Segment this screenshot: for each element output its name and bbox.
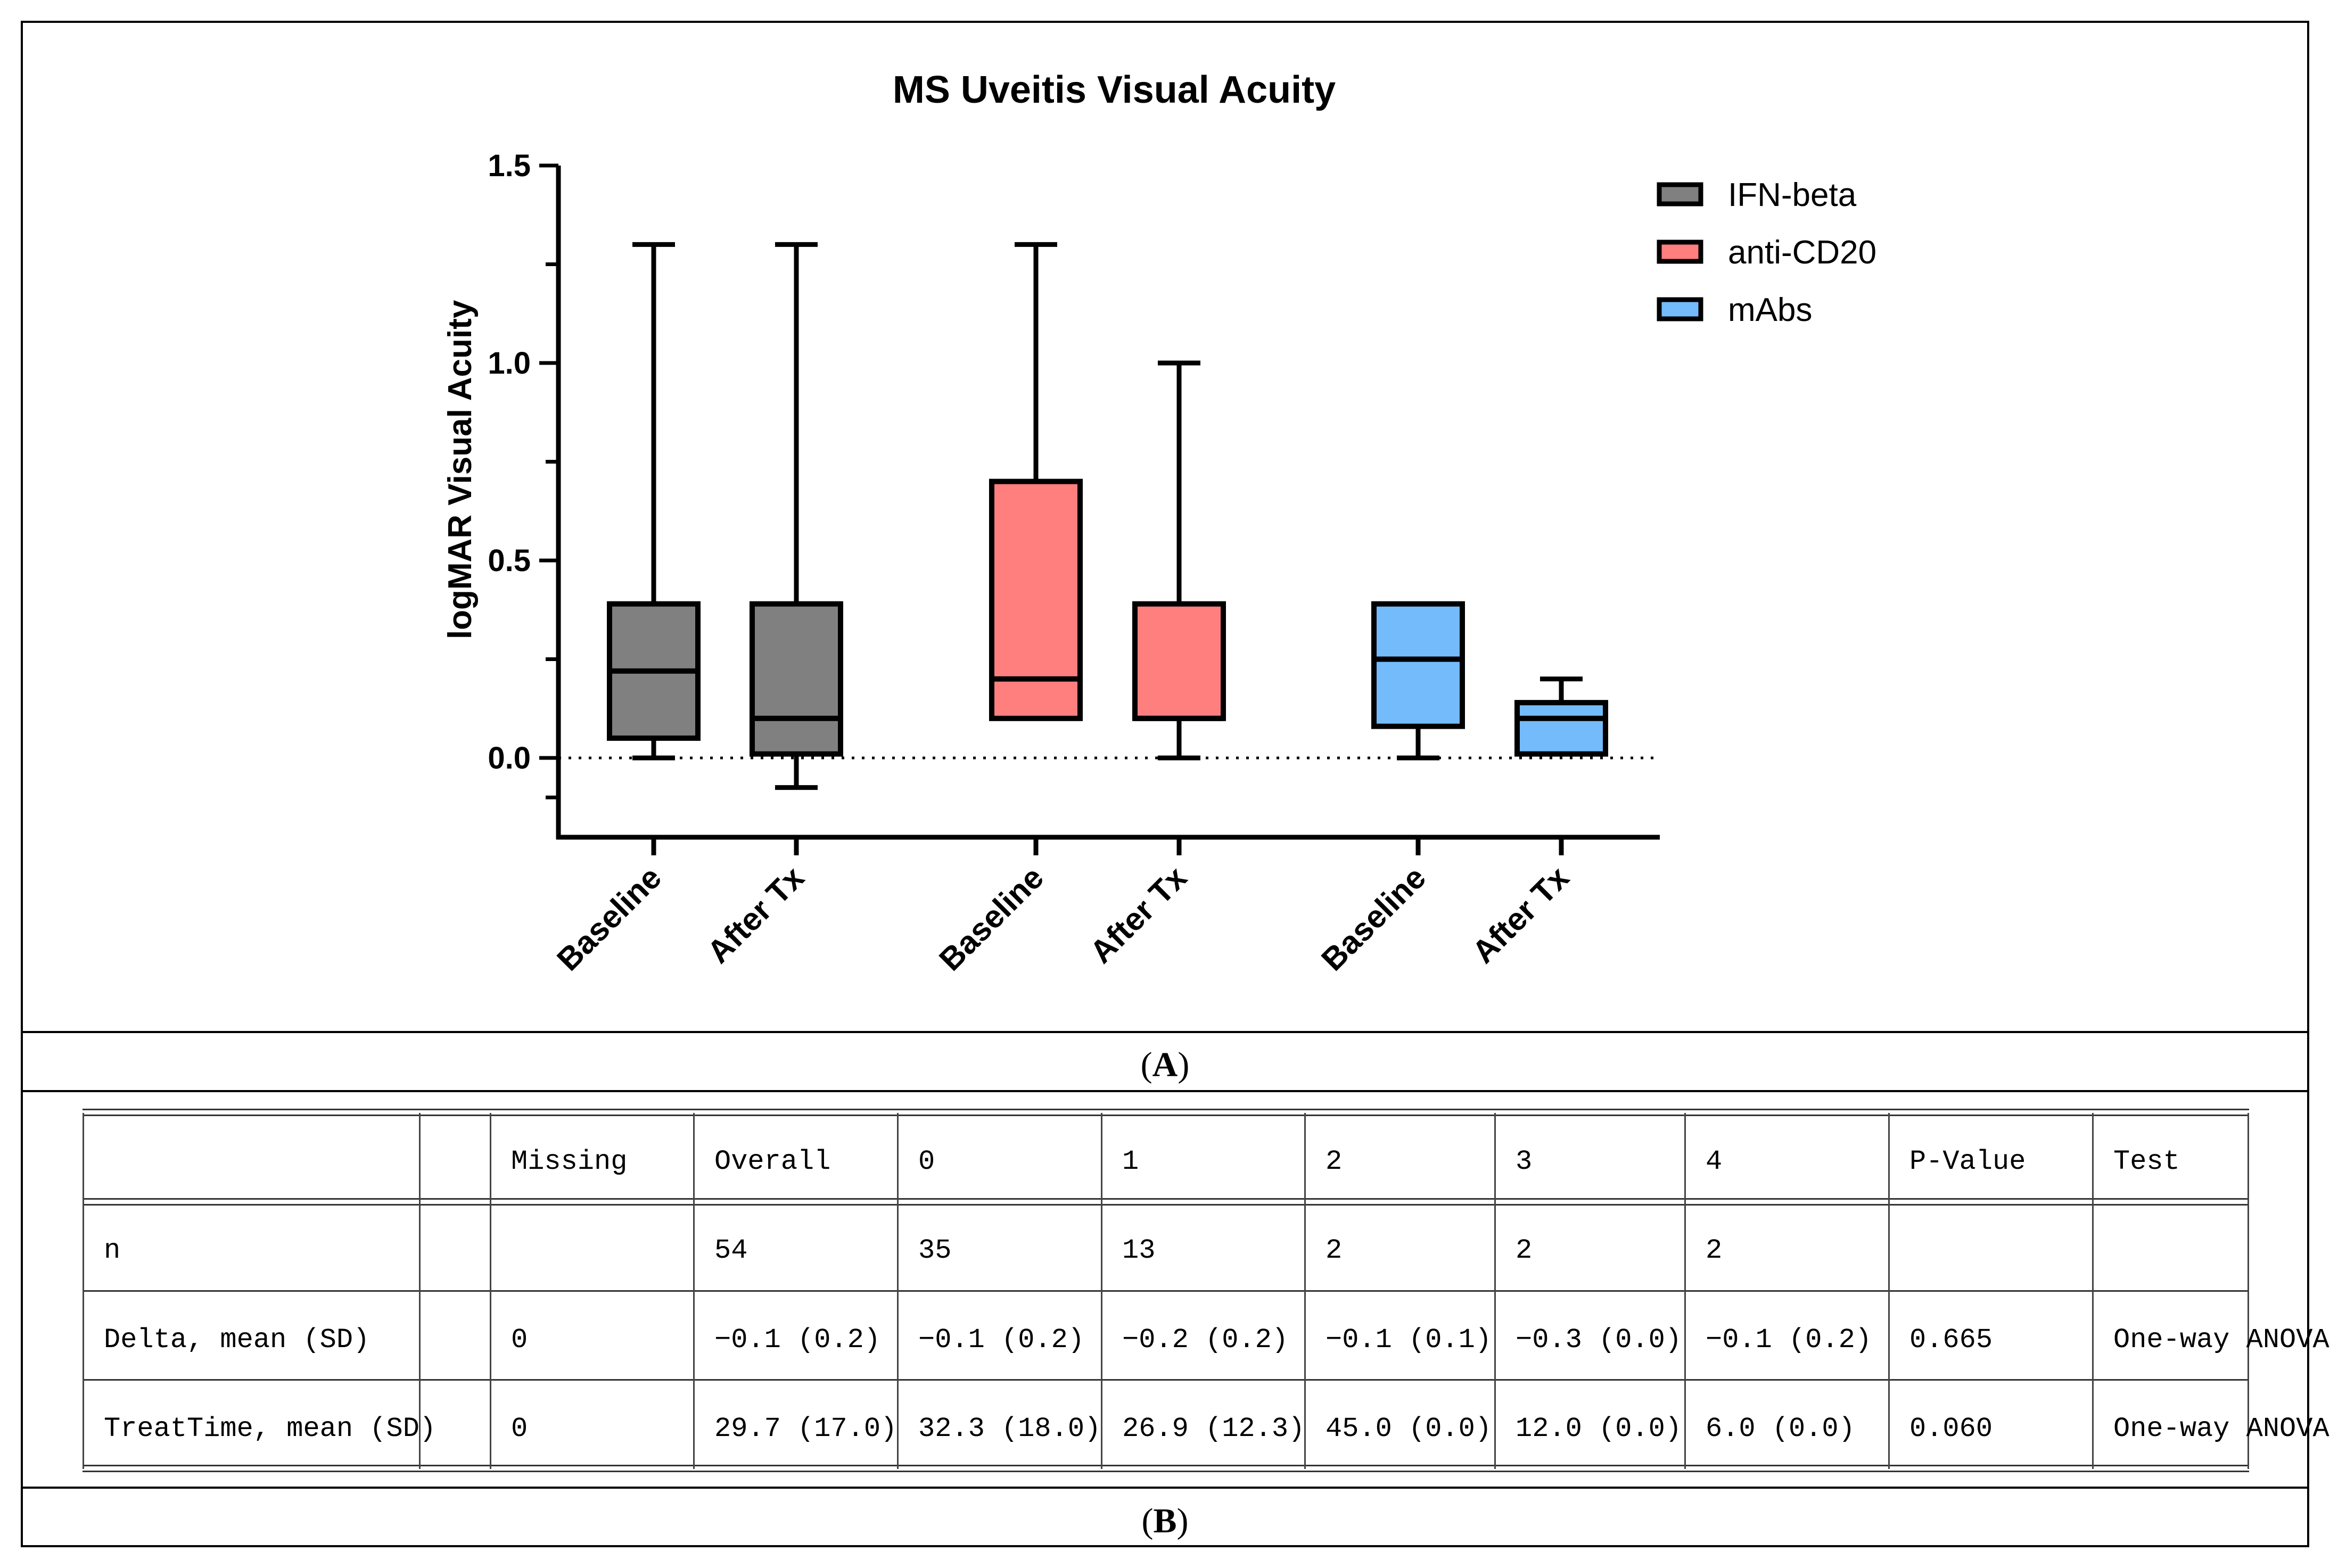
table-cell: 6.0 (0.0) bbox=[1706, 1413, 1855, 1445]
table-rule bbox=[83, 1290, 2249, 1292]
table-header-cell: 0 bbox=[918, 1145, 935, 1177]
table-cell: 54 bbox=[714, 1234, 748, 1266]
table-header-row: Missing Overall 0 1 2 3 4 P-Value Test bbox=[83, 1117, 2249, 1206]
table-cell bbox=[419, 1206, 490, 1295]
table-cell: 0.665 bbox=[1909, 1324, 1993, 1356]
panel-a-caption: (A) bbox=[1140, 1045, 1190, 1084]
y-axis-label: logMAR Visual Acuity bbox=[442, 300, 479, 639]
table-rule bbox=[83, 1109, 2249, 1116]
x-tick-label: Baseline bbox=[932, 860, 1050, 978]
box-mabs bbox=[1514, 700, 1608, 757]
table-cell: 45.0 (0.0) bbox=[1325, 1413, 1492, 1445]
table-cell bbox=[490, 1206, 693, 1295]
legend-swatch-mabs bbox=[1657, 297, 1703, 321]
table-cell: One-way ANOVA bbox=[2113, 1324, 2329, 1356]
panel-b-divider bbox=[21, 1090, 2309, 1092]
y-tick-label: 1.0 bbox=[488, 346, 531, 381]
x-tick-label: After Tx bbox=[1465, 860, 1576, 970]
table-cell: −0.1 (0.1) bbox=[1325, 1324, 1492, 1356]
table-column-divider bbox=[490, 1113, 491, 1469]
table-column-divider bbox=[693, 1113, 695, 1469]
table-cell: 12.0 (0.0) bbox=[1516, 1413, 1682, 1445]
table-cell: −0.1 (0.2) bbox=[1706, 1324, 1872, 1356]
table-header-cell: Missing bbox=[511, 1145, 628, 1177]
box-mabs bbox=[1371, 601, 1465, 729]
chart-title: MS Uveitis Visual Acuity bbox=[893, 69, 1336, 111]
table-rule bbox=[83, 1465, 2249, 1472]
table-header-cell: 2 bbox=[1325, 1145, 1343, 1177]
panel-b-caption: (B) bbox=[1141, 1501, 1189, 1540]
table-cell bbox=[1888, 1206, 2092, 1295]
table-cell bbox=[2092, 1206, 2249, 1295]
table-cell: TreatTime, mean (SD) bbox=[104, 1413, 437, 1445]
table-header-cell: 1 bbox=[1122, 1145, 1139, 1177]
table-row: Delta, mean (SD) 0 −0.1 (0.2) −0.1 (0.2) −0.… bbox=[83, 1295, 2329, 1384]
legend-swatch-anti-cd20 bbox=[1657, 240, 1703, 264]
box-ifn-beta bbox=[750, 601, 843, 757]
table-cell: 2 bbox=[1516, 1234, 1533, 1266]
legend-swatch-ifn-beta bbox=[1657, 182, 1703, 207]
table-header-cell: 3 bbox=[1516, 1145, 1533, 1177]
table-cell: 35 bbox=[918, 1234, 952, 1266]
caption-b-divider bbox=[21, 1487, 2309, 1489]
x-tick-label: After Tx bbox=[701, 860, 811, 970]
table-column-divider bbox=[2247, 1113, 2249, 1469]
legend-label: anti-CD20 bbox=[1728, 234, 1876, 271]
table-column-divider bbox=[1101, 1113, 1102, 1469]
table-cell: −0.2 (0.2) bbox=[1122, 1324, 1289, 1356]
table-cell: 0 bbox=[511, 1413, 528, 1445]
table-cell: 29.7 (17.0) bbox=[714, 1413, 898, 1445]
table-cell bbox=[419, 1384, 490, 1473]
table-rule bbox=[83, 1379, 2249, 1381]
legend-label: IFN-beta bbox=[1728, 177, 1857, 213]
table-header-cell: Overall bbox=[714, 1145, 831, 1177]
panel-a-divider bbox=[21, 1031, 2309, 1033]
table-cell bbox=[419, 1295, 490, 1384]
table-column-divider bbox=[1304, 1113, 1306, 1469]
table-cell: 0 bbox=[511, 1324, 528, 1356]
box-plot-chart: MS Uveitis Visual Acuity logMAR Visual Ac… bbox=[442, 69, 1876, 978]
box-anti-cd20 bbox=[989, 478, 1083, 721]
table-rule bbox=[83, 1198, 2249, 1206]
table-column-divider bbox=[897, 1113, 899, 1469]
y-tick-label: 0.5 bbox=[488, 543, 531, 578]
table-cell: Delta, mean (SD) bbox=[104, 1324, 370, 1356]
table-cell: 26.9 (12.3) bbox=[1122, 1413, 1305, 1445]
legend-label: mAbs bbox=[1728, 292, 1812, 328]
table-header-cell bbox=[83, 1117, 419, 1206]
table-row: TreatTime, mean (SD) 0 29.7 (17.0) 32.3 (18… bbox=[83, 1384, 2329, 1473]
table-column-divider bbox=[1684, 1113, 1686, 1469]
table-cell: 13 bbox=[1122, 1234, 1156, 1266]
table-cell: 2 bbox=[1325, 1234, 1343, 1266]
table-column-divider bbox=[2092, 1113, 2094, 1469]
table-cell: −0.1 (0.2) bbox=[714, 1324, 881, 1356]
table-header-cell: P-Value bbox=[1909, 1145, 2026, 1177]
x-tick-label: Baseline bbox=[1314, 860, 1432, 978]
y-tick-label: 1.5 bbox=[488, 148, 531, 183]
table-column-divider bbox=[419, 1113, 421, 1469]
table-cell: 32.3 (18.0) bbox=[918, 1413, 1101, 1445]
table-cell: 0.060 bbox=[1909, 1413, 1993, 1445]
table-header-cell bbox=[419, 1117, 490, 1206]
table-row: n 54 35 13 2 2 2 bbox=[83, 1206, 2249, 1295]
figure-frame bbox=[21, 21, 2309, 1547]
table-cell: 2 bbox=[1706, 1234, 1723, 1266]
summary-table: Missing Overall 0 1 2 3 4 P-Value Test n 54 35 13 2 2 2… bbox=[83, 1109, 2329, 1473]
box-anti-cd20 bbox=[1132, 601, 1226, 721]
table-column-divider bbox=[1888, 1113, 1890, 1469]
table-header-cell: 4 bbox=[1706, 1145, 1723, 1177]
x-tick-label: Baseline bbox=[550, 860, 668, 978]
table-column-divider bbox=[1494, 1113, 1496, 1469]
table-cell: −0.1 (0.2) bbox=[918, 1324, 1085, 1356]
x-tick-label: After Tx bbox=[1083, 860, 1194, 970]
table-cell: One-way ANOVA bbox=[2113, 1413, 2329, 1445]
y-tick-label: 0.0 bbox=[488, 741, 531, 775]
table-cell: −0.3 (0.0) bbox=[1516, 1324, 1682, 1356]
table-cell: n bbox=[104, 1234, 121, 1266]
table-column-divider bbox=[83, 1113, 84, 1469]
table-header-cell: Test bbox=[2113, 1145, 2180, 1177]
